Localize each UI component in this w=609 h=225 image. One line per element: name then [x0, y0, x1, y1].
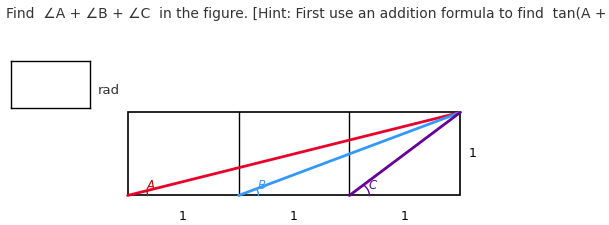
Text: C: C — [368, 179, 376, 192]
Text: B: B — [258, 179, 266, 192]
Text: 1: 1 — [401, 210, 409, 223]
Text: A: A — [147, 179, 155, 192]
Text: 1: 1 — [290, 210, 298, 223]
Text: rad: rad — [97, 83, 119, 97]
Text: 1: 1 — [179, 210, 187, 223]
Text: 1: 1 — [469, 147, 477, 160]
Bar — [128, 112, 460, 196]
Text: Find  ∠A + ∠B + ∠C  in the figure. [Hint: First use an addition formula to find : Find ∠A + ∠B + ∠C in the figure. [Hint: … — [6, 7, 609, 21]
